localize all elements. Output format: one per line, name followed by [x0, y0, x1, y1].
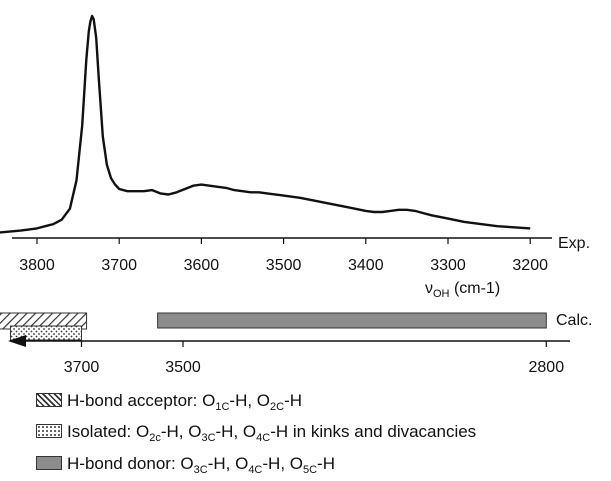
legend-text-m1: -H, O: [229, 391, 271, 410]
exp-spectrum-line: [0, 14, 531, 234]
legend-text-s2: 3C: [201, 432, 216, 444]
exp-x-tick-label: 3600: [184, 257, 220, 274]
calc-bar-gray: [157, 312, 547, 329]
legend-text-m2: -H: [284, 391, 303, 410]
legend-item-dotted: Isolated: O2c-H, O3C-H, O4C-H in kinks a…: [36, 422, 476, 448]
legend-item-gray: H-bond donor: O3C-H, O4C-H, O5C-H: [36, 454, 335, 480]
exp-x-tick-label: 3700: [101, 257, 137, 274]
legend-text-m2: -H, O: [262, 454, 303, 473]
exp-x-tick-label: 3400: [348, 257, 384, 274]
x-axis-title: νOH (cm-1): [425, 280, 500, 300]
legend-item-hatched: H-bond acceptor: O1C-H, O2C-H: [36, 391, 302, 417]
legend-text-m1: -H, O: [160, 422, 202, 441]
legend-text-s1: 2c: [149, 432, 161, 444]
legend-text-m2: -H, O: [215, 422, 257, 441]
legend-swatch-hatched: [36, 393, 62, 407]
exp-x-tick-label: 3500: [266, 257, 302, 274]
calc-bars: [0, 312, 547, 341]
legend-text-s2: 4C: [248, 464, 263, 476]
x-axis-title-unit: (cm-1): [450, 280, 501, 297]
legend-text-s2: 2C: [270, 401, 285, 413]
legend-text-s1: 1C: [215, 401, 230, 413]
calc-panel: Calc. 3900370035002800: [0, 312, 592, 376]
legend-swatch-dotted: [36, 424, 62, 438]
legend-text-label: H-bond acceptor: O: [67, 391, 216, 410]
legend-text-m3: -H: [270, 422, 289, 441]
calc-axis-tick-label: 3500: [165, 359, 201, 376]
legend-text-s3: 5C: [302, 464, 318, 476]
exp-series-label: Exp.: [558, 235, 590, 252]
exp-x-tick-label: 3800: [19, 257, 55, 274]
calc-axis-tick-label: 3700: [64, 359, 100, 376]
x-axis-title-main: ν: [425, 280, 433, 297]
exp-panel: 3800 3700 3600 3500 3400 3300 3200 Exp. νOH (c…: [0, 14, 590, 300]
x-axis-title-sub: OH: [433, 288, 450, 300]
legend-text-s3: 4C: [256, 432, 271, 444]
legend-text-s1: 3C: [193, 464, 208, 476]
exp-x-tick-label: 3300: [430, 257, 466, 274]
legend-text-m1: -H, O: [207, 454, 249, 473]
legend-text-m3: -H: [317, 454, 335, 473]
calc-bar-dotted: [9, 325, 83, 341]
legend-text-label: Isolated: O: [67, 422, 150, 441]
legend-text-label: H-bond donor: O: [67, 454, 194, 473]
exp-x-ticks: 3800 3700 3600 3500 3400 3300 3200: [19, 238, 548, 274]
legend-text-tail: in kinks and divacancies: [288, 422, 477, 441]
legend-swatch-gray: [36, 456, 62, 470]
calc-series-label: Calc.: [556, 312, 592, 329]
calc-axis-tick-label: 2800: [529, 359, 565, 376]
exp-x-tick-label: 3200: [512, 257, 548, 274]
calc-axis-ticks: 3900370035002800: [64, 341, 565, 376]
calc-axis-arrowhead: [8, 335, 26, 347]
